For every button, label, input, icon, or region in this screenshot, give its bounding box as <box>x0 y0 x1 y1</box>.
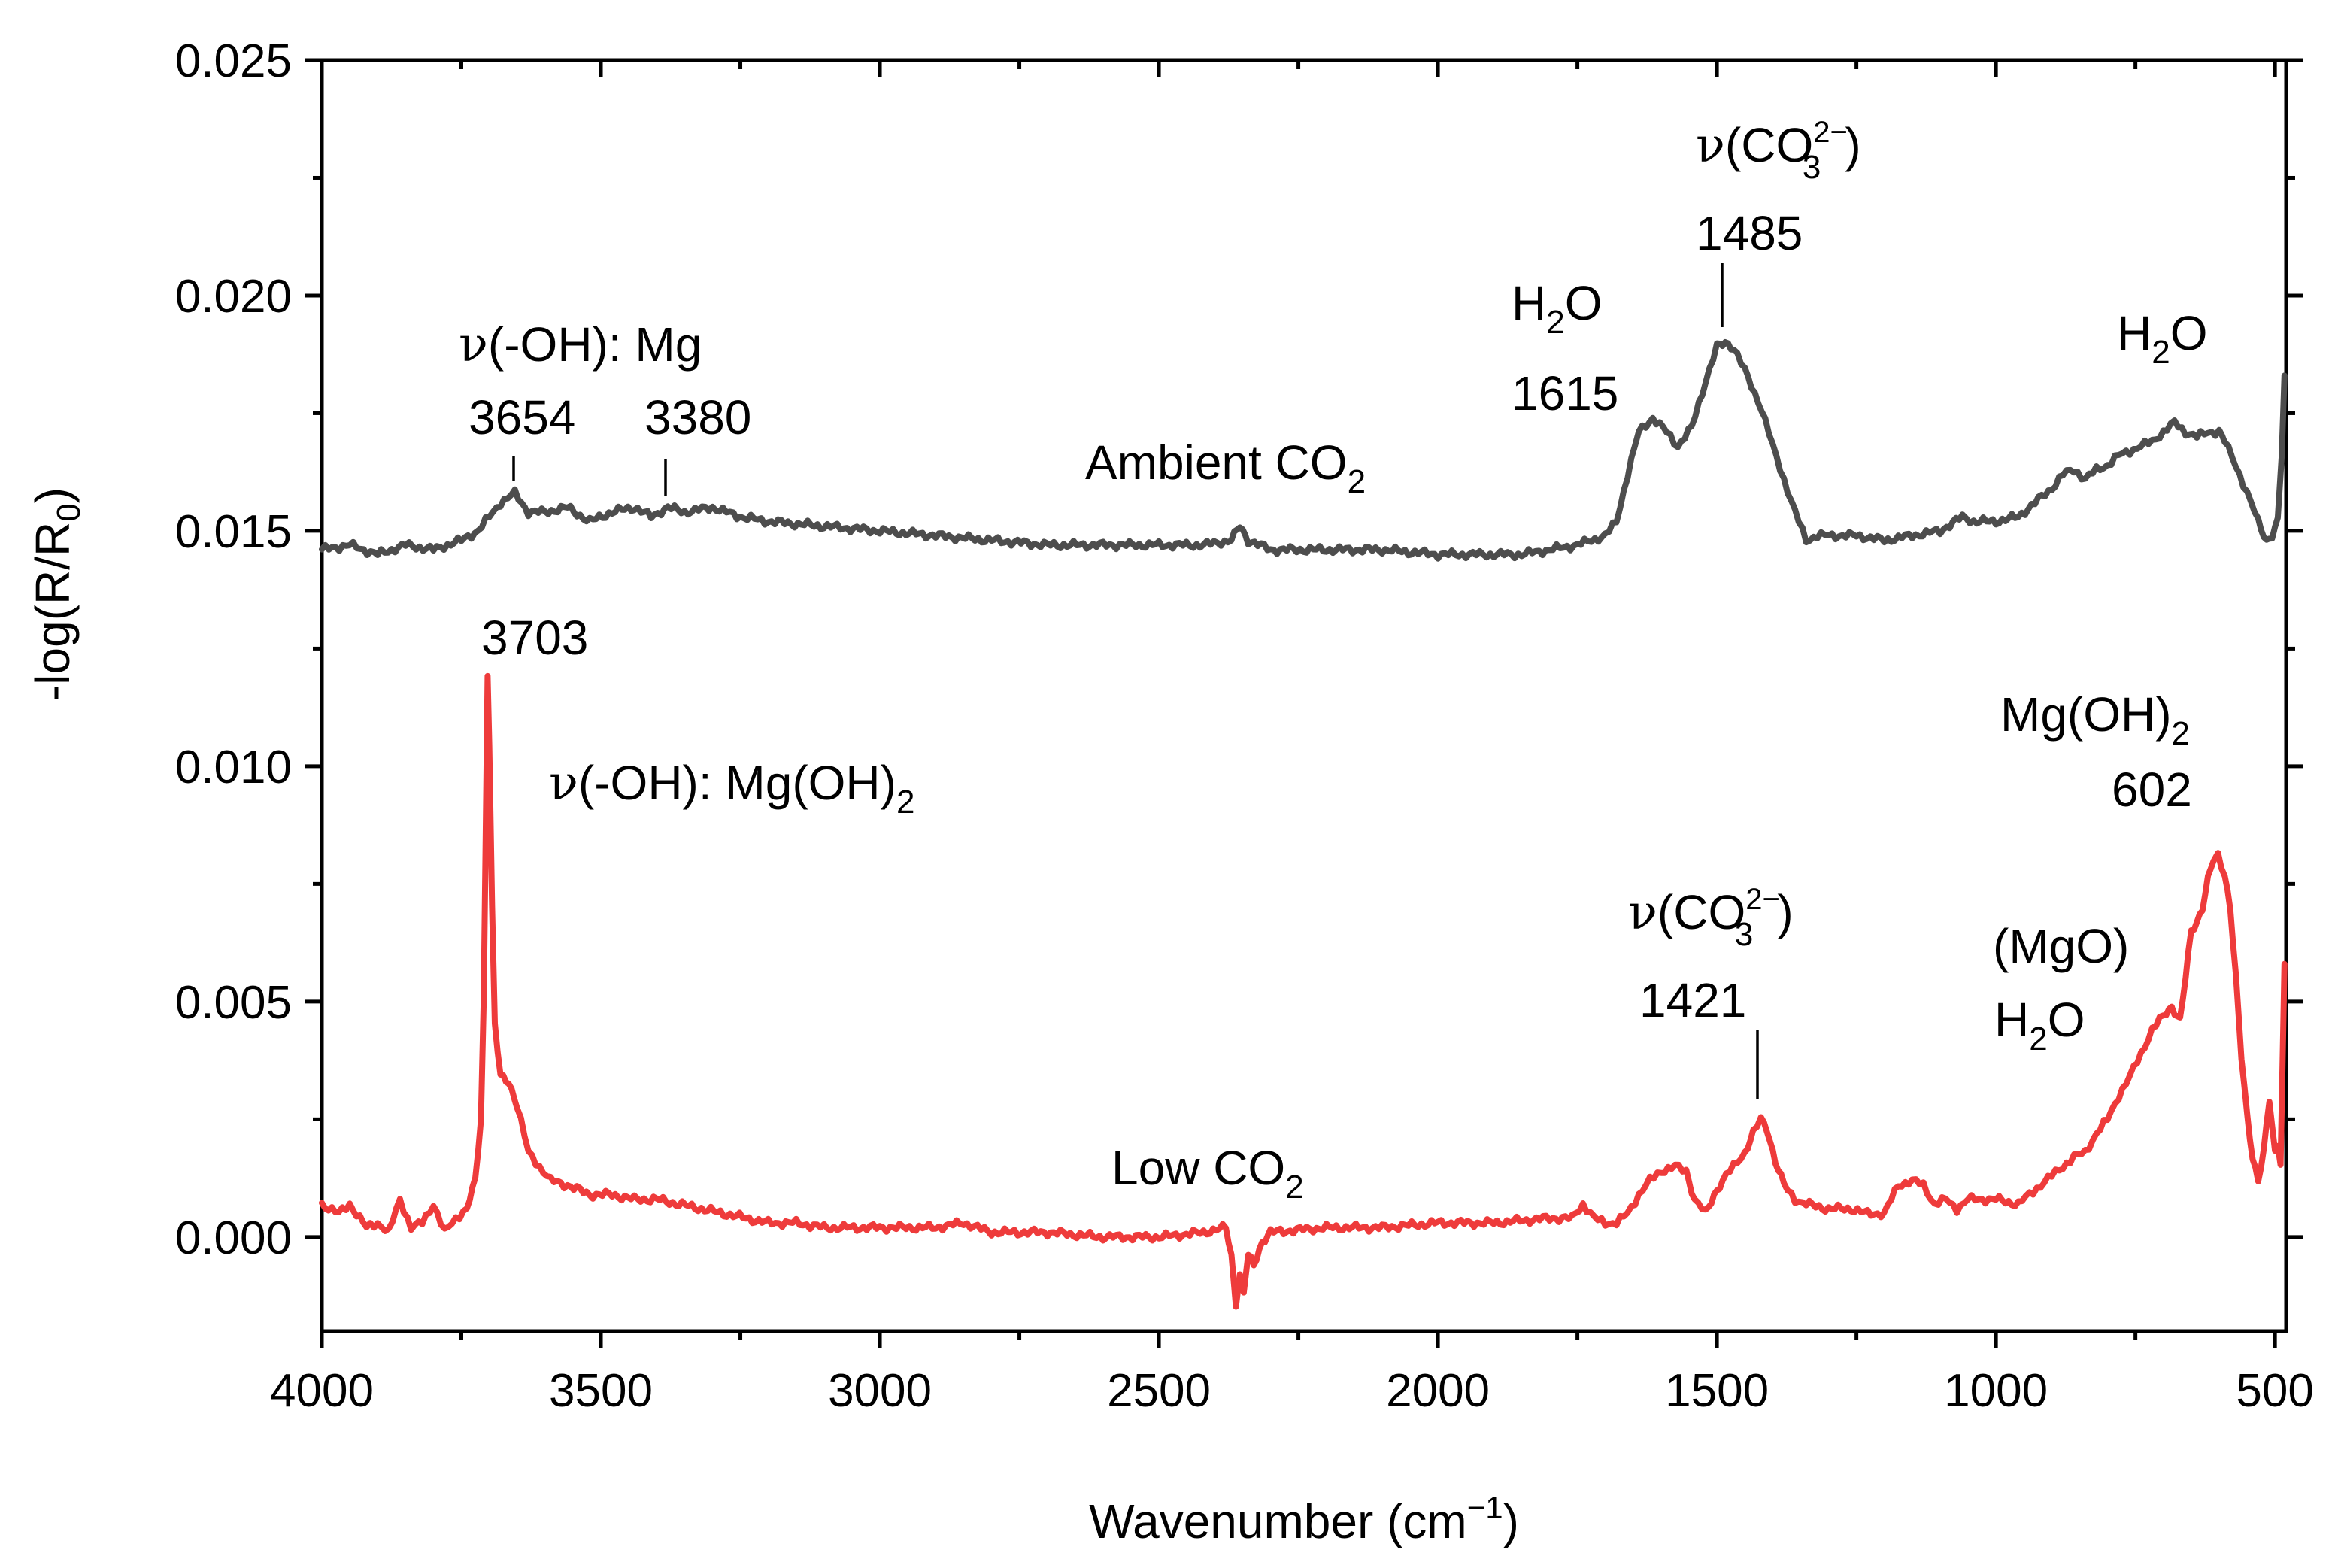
annot-602: 602 <box>2112 763 2192 817</box>
annot-ambient-co2-sub: 2 <box>1348 463 1366 500</box>
annot-co3-top-nu: ν <box>1696 118 1725 174</box>
x-tick-label: 2000 <box>1386 1365 1490 1417</box>
annot-h2o-1615-h: H <box>1512 276 1546 330</box>
annot-3703: 3703 <box>481 611 588 665</box>
annot-h2o-bottom-h: H <box>1994 993 2029 1047</box>
annot-h2o-right-sub: 2 <box>2152 334 2170 371</box>
annot-ambient-co2: Ambient CO2 <box>1085 435 1366 500</box>
x-axis-title-sup: −1 <box>1467 1490 1503 1525</box>
annot-h2o-right-o: O <box>2170 306 2208 360</box>
annot-co3-top: ν(CO2− 3) <box>1696 116 1861 186</box>
annot-3380: 3380 <box>644 390 751 444</box>
annot-oh-mg-text: (-OH): Mg <box>488 317 702 372</box>
y-axis-title-close: ) <box>26 487 80 503</box>
x-axis-title-close: ) <box>1503 1494 1519 1548</box>
x-tick-label: 3500 <box>549 1365 653 1417</box>
annot-3654: 3654 <box>469 390 575 444</box>
x-axis-title-main: Wavenumber (cm <box>1089 1494 1467 1548</box>
annot-co3-bottom-sup: 2− <box>1745 883 1780 916</box>
x-tick-label: 3000 <box>828 1365 932 1417</box>
series-line-low-co2 <box>319 672 2288 1310</box>
annot-oh-mgoh2-sub: 2 <box>896 784 914 820</box>
annot-co3-top-sup: 2− <box>1813 116 1848 149</box>
annot-co3-bottom-nu: ν <box>1628 885 1657 941</box>
annot-co3-top-sub: 3 <box>1803 149 1821 186</box>
annot-ambient-co2-main: Ambient CO <box>1085 435 1348 490</box>
annot-oh-mg-nu: ν <box>459 317 488 373</box>
y-axis-title: -log(R/R0) <box>26 487 87 701</box>
annot-h2o-right-h: H <box>2117 306 2152 360</box>
annot-low-co2-sub: 2 <box>1285 1169 1303 1206</box>
annot-co3-top-open: (CO <box>1725 118 1813 172</box>
annot-mgoh2-right: Mg(OH)2 <box>2000 687 2190 752</box>
annot-oh-mgoh2-text: (-OH): Mg(OH) <box>578 756 896 810</box>
annot-co3-bottom-sub: 3 <box>1735 916 1753 953</box>
annot-h2o-bottom-sub: 2 <box>2029 1021 2047 1057</box>
annot-h2o-1615-o: O <box>1565 276 1603 330</box>
annot-co3-bottom-close: ) <box>1777 885 1793 939</box>
x-tick-label: 2500 <box>1107 1365 1211 1417</box>
annot-oh-mgoh2: ν(-OH): Mg(OH)2 <box>549 756 914 820</box>
annot-1615: 1615 <box>1512 366 1618 420</box>
annot-low-co2: Low CO2 <box>1111 1141 1304 1206</box>
y-axis-title-main: -log(R/R <box>26 522 80 701</box>
y-tick-label: 0.010 <box>175 742 292 793</box>
annot-mgoh2-right-main: Mg(OH) <box>2000 687 2172 742</box>
annot-low-co2-main: Low CO <box>1111 1141 1285 1195</box>
annot-1421: 1421 <box>1639 973 1746 1027</box>
annot-1485: 1485 <box>1696 206 1803 260</box>
annot-h2o-bottom-o: O <box>2048 993 2085 1047</box>
y-tick-label: 0.015 <box>175 506 292 558</box>
annot-oh-mg: ν(-OH): Mg <box>459 317 702 373</box>
y-axis: 0.000 0.005 0.010 0.015 0.020 0.025 <box>175 35 2303 1264</box>
x-axis-title: Wavenumber (cm−1) <box>1089 1490 1519 1548</box>
annot-mgo: (MgO) <box>1993 919 2129 973</box>
y-tick-label: 0.025 <box>175 35 292 87</box>
x-tick-label: 1000 <box>1944 1365 2048 1417</box>
annot-h2o-1615-sub: 2 <box>1546 304 1564 341</box>
x-tick-label: 1500 <box>1665 1365 1769 1417</box>
annot-h2o-bottom: H2O <box>1994 993 2085 1057</box>
annot-co3-top-close: ) <box>1845 118 1860 172</box>
y-tick-label: 0.020 <box>175 271 292 323</box>
x-tick-label: 4000 <box>270 1365 374 1417</box>
annot-oh-mgoh2-nu: ν <box>549 756 578 811</box>
y-tick-label: 0.000 <box>175 1212 292 1264</box>
x-axis: 4000 3500 3000 2500 2000 1500 1000 500 <box>270 60 2314 1417</box>
plot-frame <box>320 58 2288 1333</box>
y-axis-title-sub: 0 <box>50 503 87 521</box>
annot-co3-bottom: ν(CO2− 3) <box>1628 883 1794 953</box>
y-tick-label: 0.005 <box>175 977 292 1029</box>
annot-mgoh2-right-sub: 2 <box>2172 715 2190 752</box>
annot-h2o-1615: H2O <box>1512 276 1602 341</box>
annot-co3-bottom-open: (CO <box>1657 885 1745 939</box>
series-layer <box>319 339 2288 1310</box>
annot-h2o-right: H2O <box>2117 306 2207 371</box>
series-line-ambient-co2 <box>319 339 2288 562</box>
x-tick-label: 500 <box>2236 1365 2313 1417</box>
